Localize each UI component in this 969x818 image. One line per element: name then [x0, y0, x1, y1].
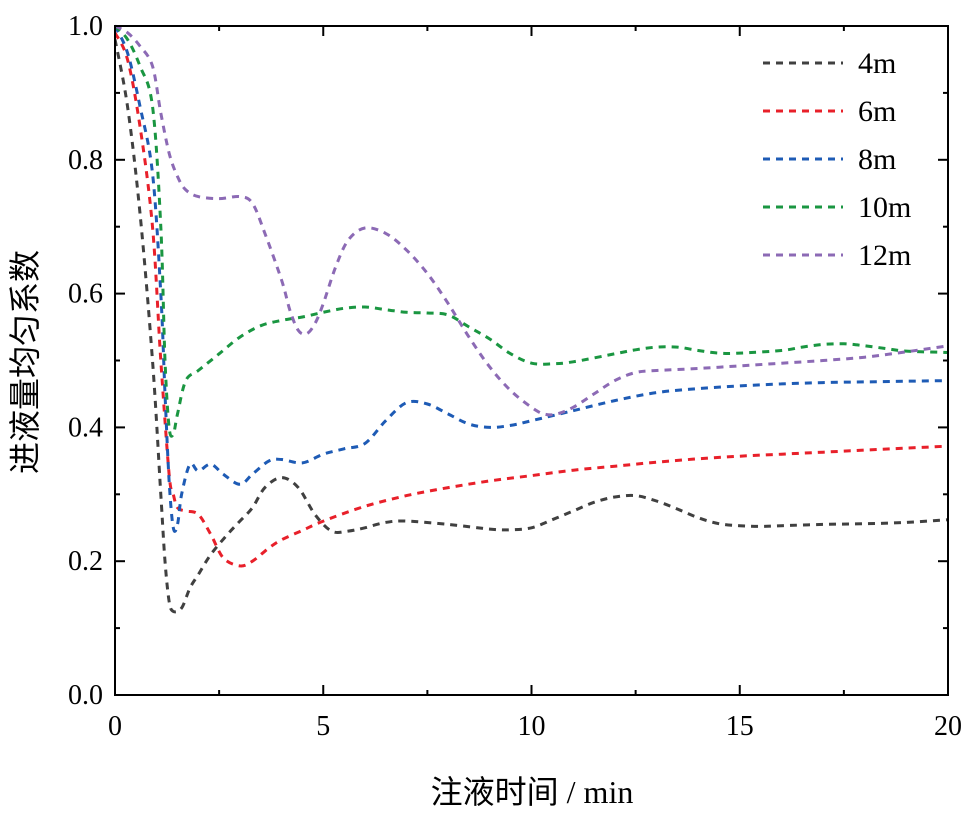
x-tick-label: 15 — [726, 711, 754, 742]
legend-label: 8m — [858, 143, 896, 176]
y-tick-label: 1.0 — [68, 11, 103, 42]
legend-label: 4m — [858, 47, 896, 80]
series-line-12m — [115, 24, 948, 417]
y-tick-label: 0.2 — [68, 546, 103, 577]
x-tick-label: 10 — [518, 711, 546, 742]
x-tick-label: 20 — [934, 711, 962, 742]
axes: 0 5 10 15 20 0.0 0.2 0.4 0.6 0.8 1.0 — [68, 11, 962, 742]
x-tick-label: 0 — [108, 711, 122, 742]
y-tick-label: 0.8 — [68, 145, 103, 176]
y-tick-label: 0.6 — [68, 279, 103, 310]
legend-label: 12m — [858, 239, 911, 272]
legend-label: 6m — [858, 95, 896, 128]
series-line-6m — [115, 32, 948, 568]
y-tick-label: 0.0 — [68, 680, 103, 711]
y-tick-label: 0.4 — [68, 412, 103, 443]
x-axis-title: 注液时间 / min — [431, 774, 634, 810]
legend-item-6m: 6m — [763, 95, 896, 128]
legend-item-12m: 12m — [763, 239, 911, 272]
plot-lines — [115, 24, 948, 614]
x-tick-label: 5 — [316, 711, 330, 742]
legend: 4m 6m 8m 10m 12m — [763, 47, 911, 272]
series-line-8m — [115, 25, 948, 533]
legend-item-10m: 10m — [763, 191, 911, 224]
series-line-10m — [115, 24, 948, 438]
legend-item-8m: 8m — [763, 143, 896, 176]
legend-label: 10m — [858, 191, 911, 224]
y-axis-title: 进液量均匀系数 — [7, 250, 43, 474]
legend-item-4m: 4m — [763, 47, 896, 80]
series-line-4m — [115, 39, 948, 614]
